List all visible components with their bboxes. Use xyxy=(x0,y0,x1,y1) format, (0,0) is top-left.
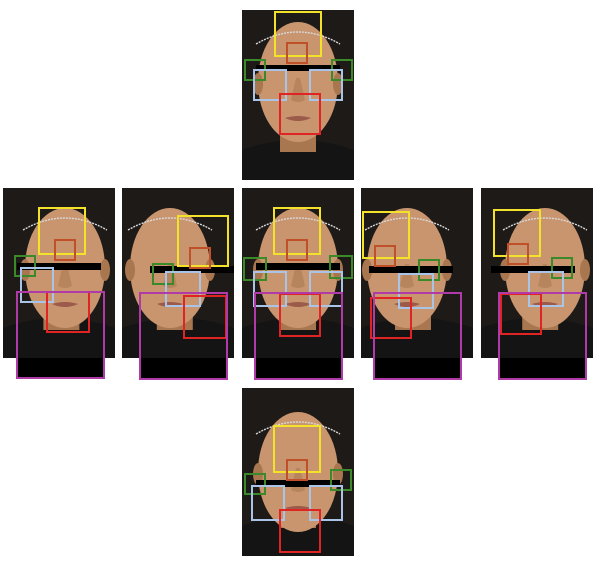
face-photo-middle-right xyxy=(361,188,473,358)
face-panel-middle-far-right xyxy=(481,188,593,358)
chin-censor-left xyxy=(141,358,226,378)
face-panel-top xyxy=(242,10,354,180)
face-panel-middle-right xyxy=(361,188,473,358)
face-panel-middle-far-left xyxy=(3,188,115,358)
chin-censor-right xyxy=(375,358,460,378)
chin-censor-far-right xyxy=(500,358,585,378)
face-photo-middle-center xyxy=(242,188,354,358)
ear-right xyxy=(100,259,110,281)
face-photo-top xyxy=(242,10,354,180)
face-photo-middle-far-right xyxy=(481,188,593,358)
ear-right xyxy=(580,259,590,281)
face-panel-bottom xyxy=(242,388,354,556)
face-panel-middle-center xyxy=(242,188,354,358)
face-photo-middle-left xyxy=(122,188,234,358)
face-photo-middle-far-left xyxy=(3,188,115,358)
censor-bar xyxy=(369,266,453,273)
face-photo-bottom xyxy=(242,388,354,556)
ear-left xyxy=(125,259,135,281)
chin-censor-far-left xyxy=(18,358,103,377)
chin-censor-center xyxy=(256,358,341,378)
face-panel-middle-left xyxy=(122,188,234,358)
censor-bar xyxy=(256,263,340,270)
